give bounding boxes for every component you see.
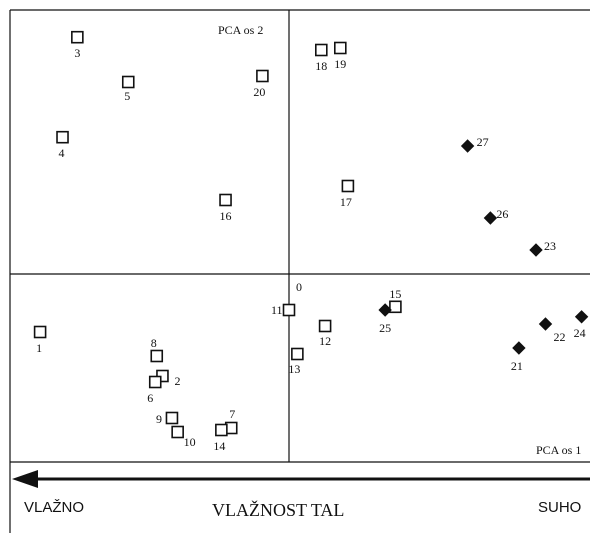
point-label-10: 10 xyxy=(184,435,196,449)
point-group: 1 xyxy=(33,325,47,355)
point-group: 8 xyxy=(150,336,164,363)
wet-label: VLAŽNO xyxy=(24,499,84,516)
square-point-3 xyxy=(71,30,84,44)
point-group: 22 xyxy=(538,317,566,344)
axis-labels: PCA os 2 PCA os 1 0 xyxy=(218,23,581,457)
point-group: 4 xyxy=(56,130,69,160)
point-label-6: 6 xyxy=(147,391,153,405)
point-label-24: 24 xyxy=(574,326,586,340)
diamond-point-27 xyxy=(460,139,475,153)
point-label-3: 3 xyxy=(74,46,80,60)
point-label-7: 7 xyxy=(229,407,235,421)
point-label-27: 27 xyxy=(477,135,489,149)
moisture-arrow-head xyxy=(12,470,38,488)
square-point-14 xyxy=(215,423,228,437)
y-axis-label: PCA os 2 xyxy=(218,23,263,37)
point-group: 23 xyxy=(529,239,556,257)
square-point-4 xyxy=(56,130,69,144)
point-label-21: 21 xyxy=(511,359,523,373)
point-group: 13 xyxy=(288,347,304,376)
square-point-18 xyxy=(314,43,328,57)
point-label-25: 25 xyxy=(379,321,391,335)
point-label-20: 20 xyxy=(253,85,265,99)
point-group: 24 xyxy=(574,310,589,340)
moisture-axis: VLAŽNO VLAŽNOST TAL SUHO xyxy=(12,470,590,520)
point-group: 15 xyxy=(389,287,402,314)
point-group: 20 xyxy=(253,69,269,99)
square-point-5 xyxy=(121,75,135,89)
point-label-26: 26 xyxy=(496,207,508,221)
square-point-15 xyxy=(389,300,402,314)
point-group: 10 xyxy=(171,425,196,449)
point-group: 18 xyxy=(314,43,328,73)
x-axis-label: PCA os 1 xyxy=(536,443,581,457)
point-group: 21 xyxy=(511,341,526,373)
square-point-16 xyxy=(219,193,232,207)
diamond-point-22 xyxy=(538,317,553,331)
origin-label: 0 xyxy=(296,280,302,294)
plot-frame xyxy=(9,9,590,533)
square-point-1 xyxy=(33,325,47,339)
point-group: 6 xyxy=(147,375,162,405)
square-point-13 xyxy=(291,347,304,361)
point-group: 3 xyxy=(71,30,84,60)
square-point-12 xyxy=(318,319,332,333)
square-point-10 xyxy=(171,425,184,439)
point-label-22: 22 xyxy=(554,330,566,344)
point-label-13: 13 xyxy=(288,362,300,376)
point-group: 25 xyxy=(378,303,392,335)
point-label-17: 17 xyxy=(340,195,352,209)
point-label-9: 9 xyxy=(156,412,162,426)
point-group: 17 xyxy=(340,179,355,209)
point-group: 19 xyxy=(333,41,347,71)
point-label-2: 2 xyxy=(174,374,180,388)
point-label-19: 19 xyxy=(334,57,346,71)
point-label-1: 1 xyxy=(36,341,42,355)
point-label-14: 14 xyxy=(213,439,225,453)
point-group: 11 xyxy=(271,303,296,317)
dry-label: SUHO xyxy=(538,499,581,516)
point-label-15: 15 xyxy=(389,287,401,301)
square-point-6 xyxy=(148,375,162,389)
square-point-8 xyxy=(150,349,164,363)
diamond-point-23 xyxy=(529,243,543,257)
point-group: 27 xyxy=(460,135,489,153)
diamond-point-25 xyxy=(378,303,392,317)
diamond-point-24 xyxy=(574,310,589,324)
square-point-9 xyxy=(165,411,179,425)
point-label-11: 11 xyxy=(271,303,283,317)
square-point-11 xyxy=(282,303,296,317)
point-group: 9 xyxy=(156,411,179,426)
point-group: 16 xyxy=(219,193,232,223)
point-group: 5 xyxy=(121,75,135,103)
square-point-17 xyxy=(341,179,355,193)
point-label-18: 18 xyxy=(315,59,327,73)
point-label-5: 5 xyxy=(124,89,130,103)
point-label-12: 12 xyxy=(319,334,331,348)
square-point-19 xyxy=(333,41,347,55)
square-point-20 xyxy=(256,69,269,83)
point-label-4: 4 xyxy=(59,146,65,160)
point-group: 26 xyxy=(483,207,508,225)
point-label-8: 8 xyxy=(151,336,157,350)
diamond-point-21 xyxy=(512,341,526,355)
moisture-title: VLAŽNOST TAL xyxy=(212,499,344,520)
point-label-16: 16 xyxy=(220,209,232,223)
point-label-23: 23 xyxy=(544,239,556,253)
point-group: 14 xyxy=(213,423,228,453)
diamond-point-26 xyxy=(483,211,498,225)
point-group: 12 xyxy=(318,319,332,348)
